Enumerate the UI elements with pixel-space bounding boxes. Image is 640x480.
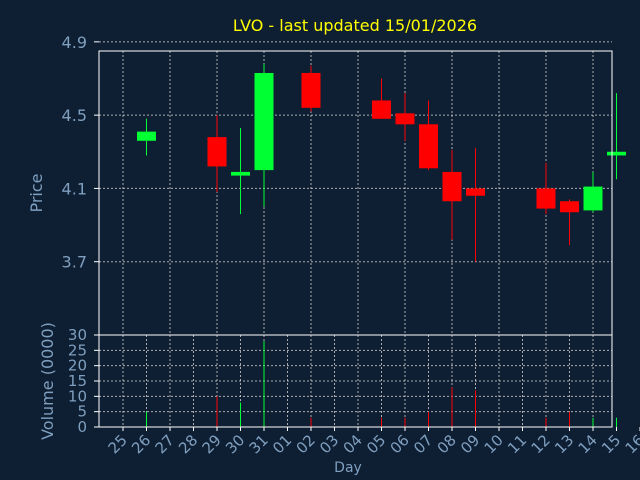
- x-tick-label: 30: [222, 431, 248, 457]
- chart-title: LVO - last updated 15/01/2026: [233, 16, 477, 35]
- candle-body: [419, 124, 438, 169]
- x-axis-label: Day: [334, 460, 362, 476]
- candle-body: [301, 72, 321, 108]
- price-tick-label: 4.1: [62, 179, 87, 198]
- x-tick-label: 06: [387, 431, 413, 457]
- x-tick-label: 16: [622, 431, 640, 457]
- x-tick-label: 07: [410, 431, 436, 457]
- price-tick-label: 4.9: [62, 33, 87, 52]
- candle-body: [442, 171, 462, 202]
- volume-axis-label: Volume (0000): [38, 322, 57, 440]
- x-tick-label: 12: [528, 431, 554, 457]
- price-panel: 3.7 4.1 4.5 4.9 Price: [27, 33, 626, 336]
- price-candles: [137, 63, 626, 262]
- price-tick-label: 4.5: [62, 106, 87, 125]
- volume-tick-label: 10: [68, 387, 87, 405]
- volume-grid: [99, 334, 612, 428]
- x-tick-label: 15: [598, 431, 624, 457]
- x-tick-label: 25: [105, 431, 131, 457]
- price-axis-label: Price: [27, 173, 46, 212]
- volume-tick-label: 20: [68, 357, 87, 375]
- volume-tick-label: 0: [77, 418, 87, 436]
- candle-body: [536, 188, 556, 209]
- volume-tick-label: 30: [68, 326, 87, 344]
- candle-body: [395, 113, 415, 125]
- candle-body: [254, 72, 274, 171]
- candle-body: [137, 131, 156, 141]
- x-tick-label: 29: [199, 431, 225, 457]
- x-tick-label: 13: [551, 431, 577, 457]
- x-tick-label: 02: [293, 431, 319, 457]
- candle-body: [372, 100, 391, 119]
- price-plot-frame: [98, 50, 613, 336]
- x-tick-label: 10: [481, 431, 507, 457]
- candle-body: [583, 186, 603, 211]
- price-tick-labels: 3.7 4.1 4.5 4.9: [62, 33, 99, 272]
- candle-body: [607, 151, 626, 156]
- volume-tick-label: 5: [77, 403, 87, 421]
- x-tick-label: 01: [269, 431, 295, 457]
- x-tick-label: 26: [128, 431, 154, 457]
- volume-bars: [146, 341, 617, 427]
- x-tick-label: 27: [152, 431, 178, 457]
- x-tick-labels: 2526272829303101020304050607080910111213…: [105, 427, 640, 457]
- candle-body: [207, 137, 227, 167]
- candle-body: [560, 201, 579, 213]
- candle-body: [466, 188, 485, 196]
- volume-tick-label: 15: [68, 372, 87, 390]
- volume-tick-label: 25: [68, 341, 87, 359]
- x-tick-label: 11: [504, 431, 530, 457]
- x-tick-label: 05: [363, 431, 389, 457]
- candle-body: [231, 171, 250, 176]
- x-tick-label: 03: [316, 431, 342, 457]
- x-tick-label: 04: [340, 431, 366, 457]
- x-tick-label: 28: [175, 431, 201, 457]
- x-tick-label: 31: [246, 431, 272, 457]
- price-grid: [99, 41, 612, 335]
- price-tick-label: 3.7: [62, 253, 87, 272]
- x-tick-label: 14: [575, 431, 601, 457]
- x-tick-label: 08: [434, 431, 460, 457]
- x-tick-label: 09: [457, 431, 483, 457]
